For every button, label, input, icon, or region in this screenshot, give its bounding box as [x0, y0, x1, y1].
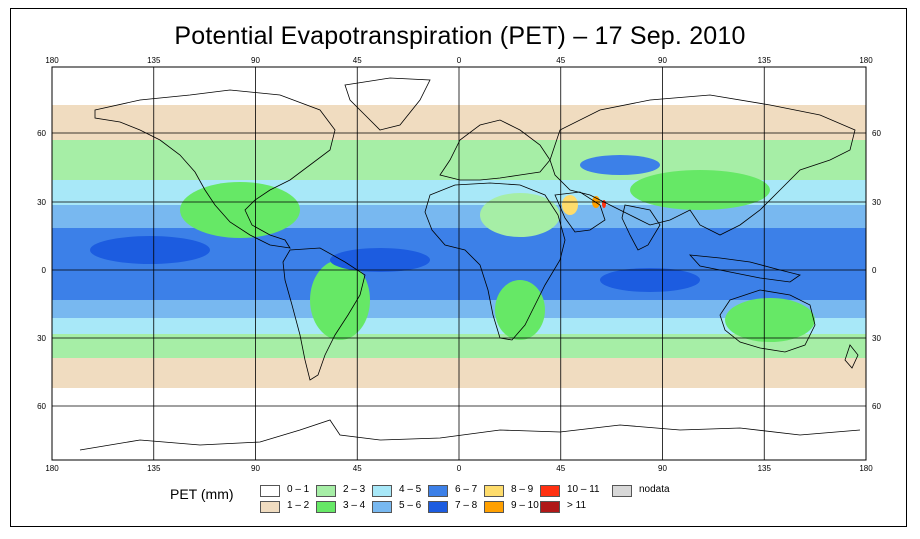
legend-label: 2 – 3: [343, 484, 366, 495]
lat-tick-left: 30: [37, 198, 46, 207]
legend-label: 9 – 10: [511, 500, 539, 511]
coast-asia: [549, 94, 856, 236]
coast-europe: [439, 119, 551, 181]
patch-central-asia: [580, 155, 660, 175]
figure-frame: [10, 8, 907, 527]
legend-label: 0 – 1: [287, 484, 310, 495]
lon-tick-bottom: 135: [758, 464, 772, 473]
map-title: Potential Evapotranspiration (PET) – 17 …: [174, 22, 746, 50]
legend-label: 6 – 7: [455, 484, 478, 495]
coast-north-america: [94, 89, 336, 249]
patch-arabia-high: [562, 195, 578, 215]
coast-australia: [719, 289, 816, 353]
coast-arabia: [554, 191, 606, 233]
graticule: [51, 67, 867, 460]
coast-new-zealand: [844, 344, 859, 369]
patch-sahara: [480, 193, 560, 237]
legend-label: > 11: [567, 500, 586, 511]
lat-tick-right: 60: [872, 129, 881, 138]
coast-south-america: [282, 247, 366, 381]
lon-tick-bottom: 90: [251, 464, 260, 473]
legend-swatch: [372, 501, 392, 513]
lat-tick-left: 60: [37, 129, 46, 138]
lon-tick-bottom: 180: [859, 464, 873, 473]
legend-swatch: [316, 485, 336, 497]
legend-swatch: [372, 485, 392, 497]
coast-africa: [424, 182, 566, 341]
lon-tick-top: 0: [457, 56, 462, 65]
legend-swatch: [612, 485, 632, 497]
patch-e-pacific: [90, 236, 210, 264]
legend-label: 1 – 2: [287, 500, 310, 511]
legend-label: nodata: [639, 484, 670, 495]
coast-greenland: [344, 77, 431, 131]
legend-swatch: [484, 485, 504, 497]
legend-label: 5 – 6: [399, 500, 422, 511]
legend-swatch: [260, 485, 280, 497]
patch-australia: [725, 298, 815, 342]
coast-india: [621, 204, 661, 251]
lon-tick-top: 135: [758, 56, 772, 65]
patch-n-america: [180, 182, 300, 238]
patch-asia: [630, 170, 770, 210]
legend-label: 8 – 9: [511, 484, 534, 495]
lon-tick-bottom: 135: [147, 464, 161, 473]
patch-indian-ocean: [600, 268, 700, 292]
map-border: [51, 66, 867, 461]
legend-swatch: [484, 501, 504, 513]
lon-tick-top: 180: [45, 56, 59, 65]
legend-swatch: [428, 485, 448, 497]
patch-s-africa: [495, 280, 545, 340]
lat-tick-left: 0: [42, 266, 47, 275]
lon-tick-top: 90: [251, 56, 260, 65]
lon-tick-top: 45: [556, 56, 565, 65]
legend-label: 4 – 5: [399, 484, 422, 495]
legend-swatch: [540, 485, 560, 497]
legend-label: 7 – 8: [455, 500, 478, 511]
lon-tick-bottom: 0: [457, 464, 462, 473]
lat-tick-left: 60: [37, 402, 46, 411]
lat-tick-left: 30: [37, 334, 46, 343]
lon-tick-top: 45: [353, 56, 362, 65]
lon-tick-top: 180: [859, 56, 873, 65]
lat-tick-right: 30: [872, 334, 881, 343]
lon-tick-top: 90: [658, 56, 667, 65]
lon-tick-bottom: 90: [658, 464, 667, 473]
legend-swatch: [540, 501, 560, 513]
lat-tick-right: 30: [872, 198, 881, 207]
lat-tick-right: 60: [872, 402, 881, 411]
patch-s-america: [310, 260, 370, 340]
coast-antarctica: [79, 419, 861, 451]
lon-tick-bottom: 45: [353, 464, 362, 473]
legend-label: 3 – 4: [343, 500, 366, 511]
lat-tick-right: 0: [872, 266, 877, 275]
legend-swatch: [428, 501, 448, 513]
legend-label: 10 – 11: [567, 484, 600, 495]
patch-atlantic: [330, 248, 430, 272]
lon-tick-top: 135: [147, 56, 161, 65]
lon-tick-bottom: 45: [556, 464, 565, 473]
legend-swatch: [260, 501, 280, 513]
lon-tick-bottom: 180: [45, 464, 59, 473]
legend-title: PET (mm): [170, 486, 234, 502]
coast-indonesia: [689, 254, 801, 283]
legend-swatch: [316, 501, 336, 513]
